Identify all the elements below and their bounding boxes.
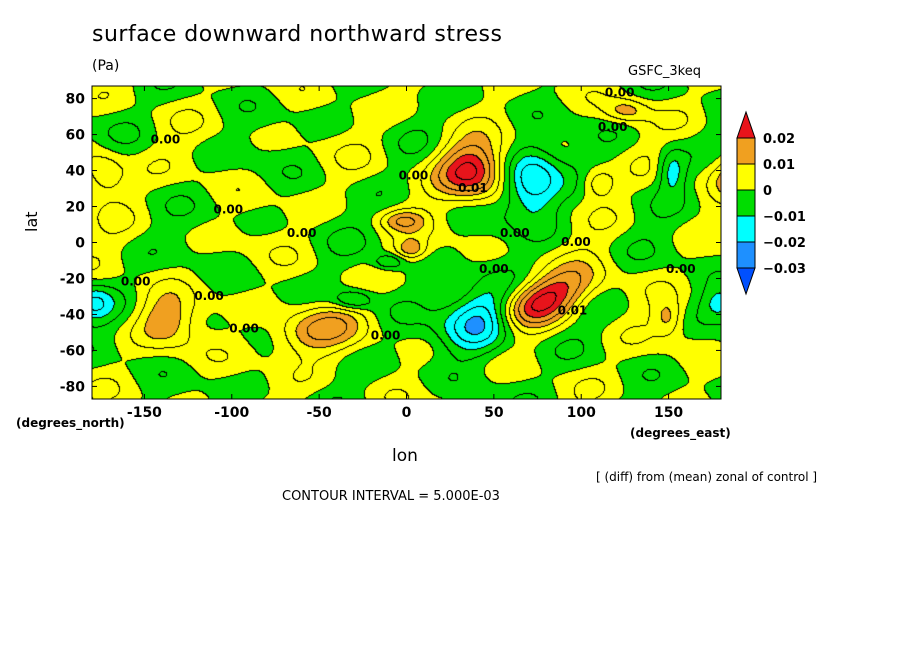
y-tick: 80 bbox=[66, 92, 721, 108]
y-tick-label: -60 bbox=[60, 343, 86, 359]
colorbar-swatch bbox=[736, 189, 756, 217]
y-tick: -40 bbox=[60, 307, 721, 323]
x-tick: 100 bbox=[567, 86, 596, 421]
x-tick-label: 100 bbox=[567, 405, 596, 421]
y-tick-label: 80 bbox=[66, 92, 86, 108]
x-tick: 50 bbox=[484, 86, 504, 421]
contour-label: 0.01 bbox=[458, 181, 488, 195]
colorbar-label: −0.01 bbox=[763, 210, 806, 225]
contour-label: 0.00 bbox=[561, 235, 591, 249]
x-axis-ticks: -150 -100 -50 0 50 100 150 bbox=[127, 86, 683, 421]
contour-label: 0.01 bbox=[558, 303, 588, 317]
y-tick: 40 bbox=[66, 164, 721, 180]
colorbar-label: −0.03 bbox=[763, 262, 806, 277]
contour-label: 0.00 bbox=[605, 86, 635, 100]
y-tick-label: -80 bbox=[60, 379, 86, 395]
colorbar-cap-bottom bbox=[736, 267, 756, 296]
y-tick: -60 bbox=[60, 343, 721, 359]
contour-label: 0.00 bbox=[213, 203, 243, 217]
y-tick-label: 0 bbox=[75, 236, 85, 252]
x-tick: -50 bbox=[306, 86, 332, 421]
x-tick-label: 0 bbox=[402, 405, 412, 421]
contour-interval: CONTOUR INTERVAL = 5.000E-03 bbox=[282, 489, 500, 504]
x-tick-label: -100 bbox=[214, 405, 249, 421]
contour-label: 0.00 bbox=[479, 262, 509, 276]
contour-label: 0.00 bbox=[500, 226, 530, 240]
y-tick: -20 bbox=[60, 271, 721, 287]
x-tick-label: -50 bbox=[306, 405, 332, 421]
contour-label: 0.00 bbox=[598, 120, 628, 134]
colorbar: 0.02 0.01 0 −0.01 −0.02 −0.03 bbox=[736, 110, 806, 296]
chart-title: surface downward northward stress bbox=[92, 22, 503, 47]
x-tick: 150 bbox=[654, 86, 683, 421]
y-tick-label: -20 bbox=[60, 271, 86, 287]
y-tick-label: 60 bbox=[66, 128, 86, 144]
contour-label: 0.00 bbox=[287, 226, 317, 240]
dataset-name: GSFC_3keq bbox=[628, 64, 701, 79]
x-tick-label: 50 bbox=[484, 405, 504, 421]
y-tick: 0 bbox=[75, 236, 721, 252]
colorbar-label: 0 bbox=[763, 184, 772, 199]
chart-units: (Pa) bbox=[92, 58, 120, 74]
y-tick: -80 bbox=[60, 379, 721, 395]
contour-label: 0.00 bbox=[371, 329, 401, 343]
x-tick: -100 bbox=[214, 86, 250, 421]
x-tick-label: -150 bbox=[127, 405, 162, 421]
diff-note: [ (diff) from (mean) zonal of control ] bbox=[596, 470, 818, 484]
x-axis-label: lon bbox=[392, 446, 418, 466]
y-unit-note: (degrees_north) bbox=[16, 416, 125, 430]
contour-label: 0.00 bbox=[194, 289, 224, 303]
contour-label: 0.00 bbox=[229, 321, 259, 335]
x-tick: -150 bbox=[127, 86, 162, 421]
y-tick-label: 40 bbox=[66, 164, 86, 180]
x-unit-note: (degrees_east) bbox=[630, 426, 731, 440]
stress-field bbox=[92, 86, 721, 399]
y-tick: 20 bbox=[66, 200, 721, 216]
x-tick-label: 150 bbox=[654, 405, 683, 421]
colorbar-swatch bbox=[736, 215, 756, 243]
y-tick-label: -40 bbox=[60, 307, 86, 323]
contour-label: 0.00 bbox=[121, 275, 151, 289]
contour-labels: 0.00 0.00 0.00 0.00 0.01 0.00 0.00 0.00 0.00 0.00… bbox=[121, 86, 696, 343]
contour-label: 0.00 bbox=[399, 168, 429, 182]
contour-label: 0.00 bbox=[151, 132, 181, 146]
contour-label: 0.00 bbox=[666, 262, 696, 276]
colorbar-label: −0.02 bbox=[763, 236, 806, 251]
colorbar-cap-top bbox=[736, 110, 756, 139]
y-tick-label: 20 bbox=[66, 200, 86, 216]
x-tick: 0 bbox=[402, 86, 412, 421]
y-tick: 60 bbox=[66, 128, 721, 144]
colorbar-label: 0.02 bbox=[763, 132, 795, 147]
colorbar-label: 0.01 bbox=[763, 158, 795, 173]
colorbar-swatch bbox=[736, 241, 756, 269]
colorbar-swatch bbox=[736, 137, 756, 165]
colorbar-swatch bbox=[736, 163, 756, 191]
y-axis-ticks: 80 60 40 20 0 -20 -40 -60 -80 bbox=[60, 92, 721, 395]
